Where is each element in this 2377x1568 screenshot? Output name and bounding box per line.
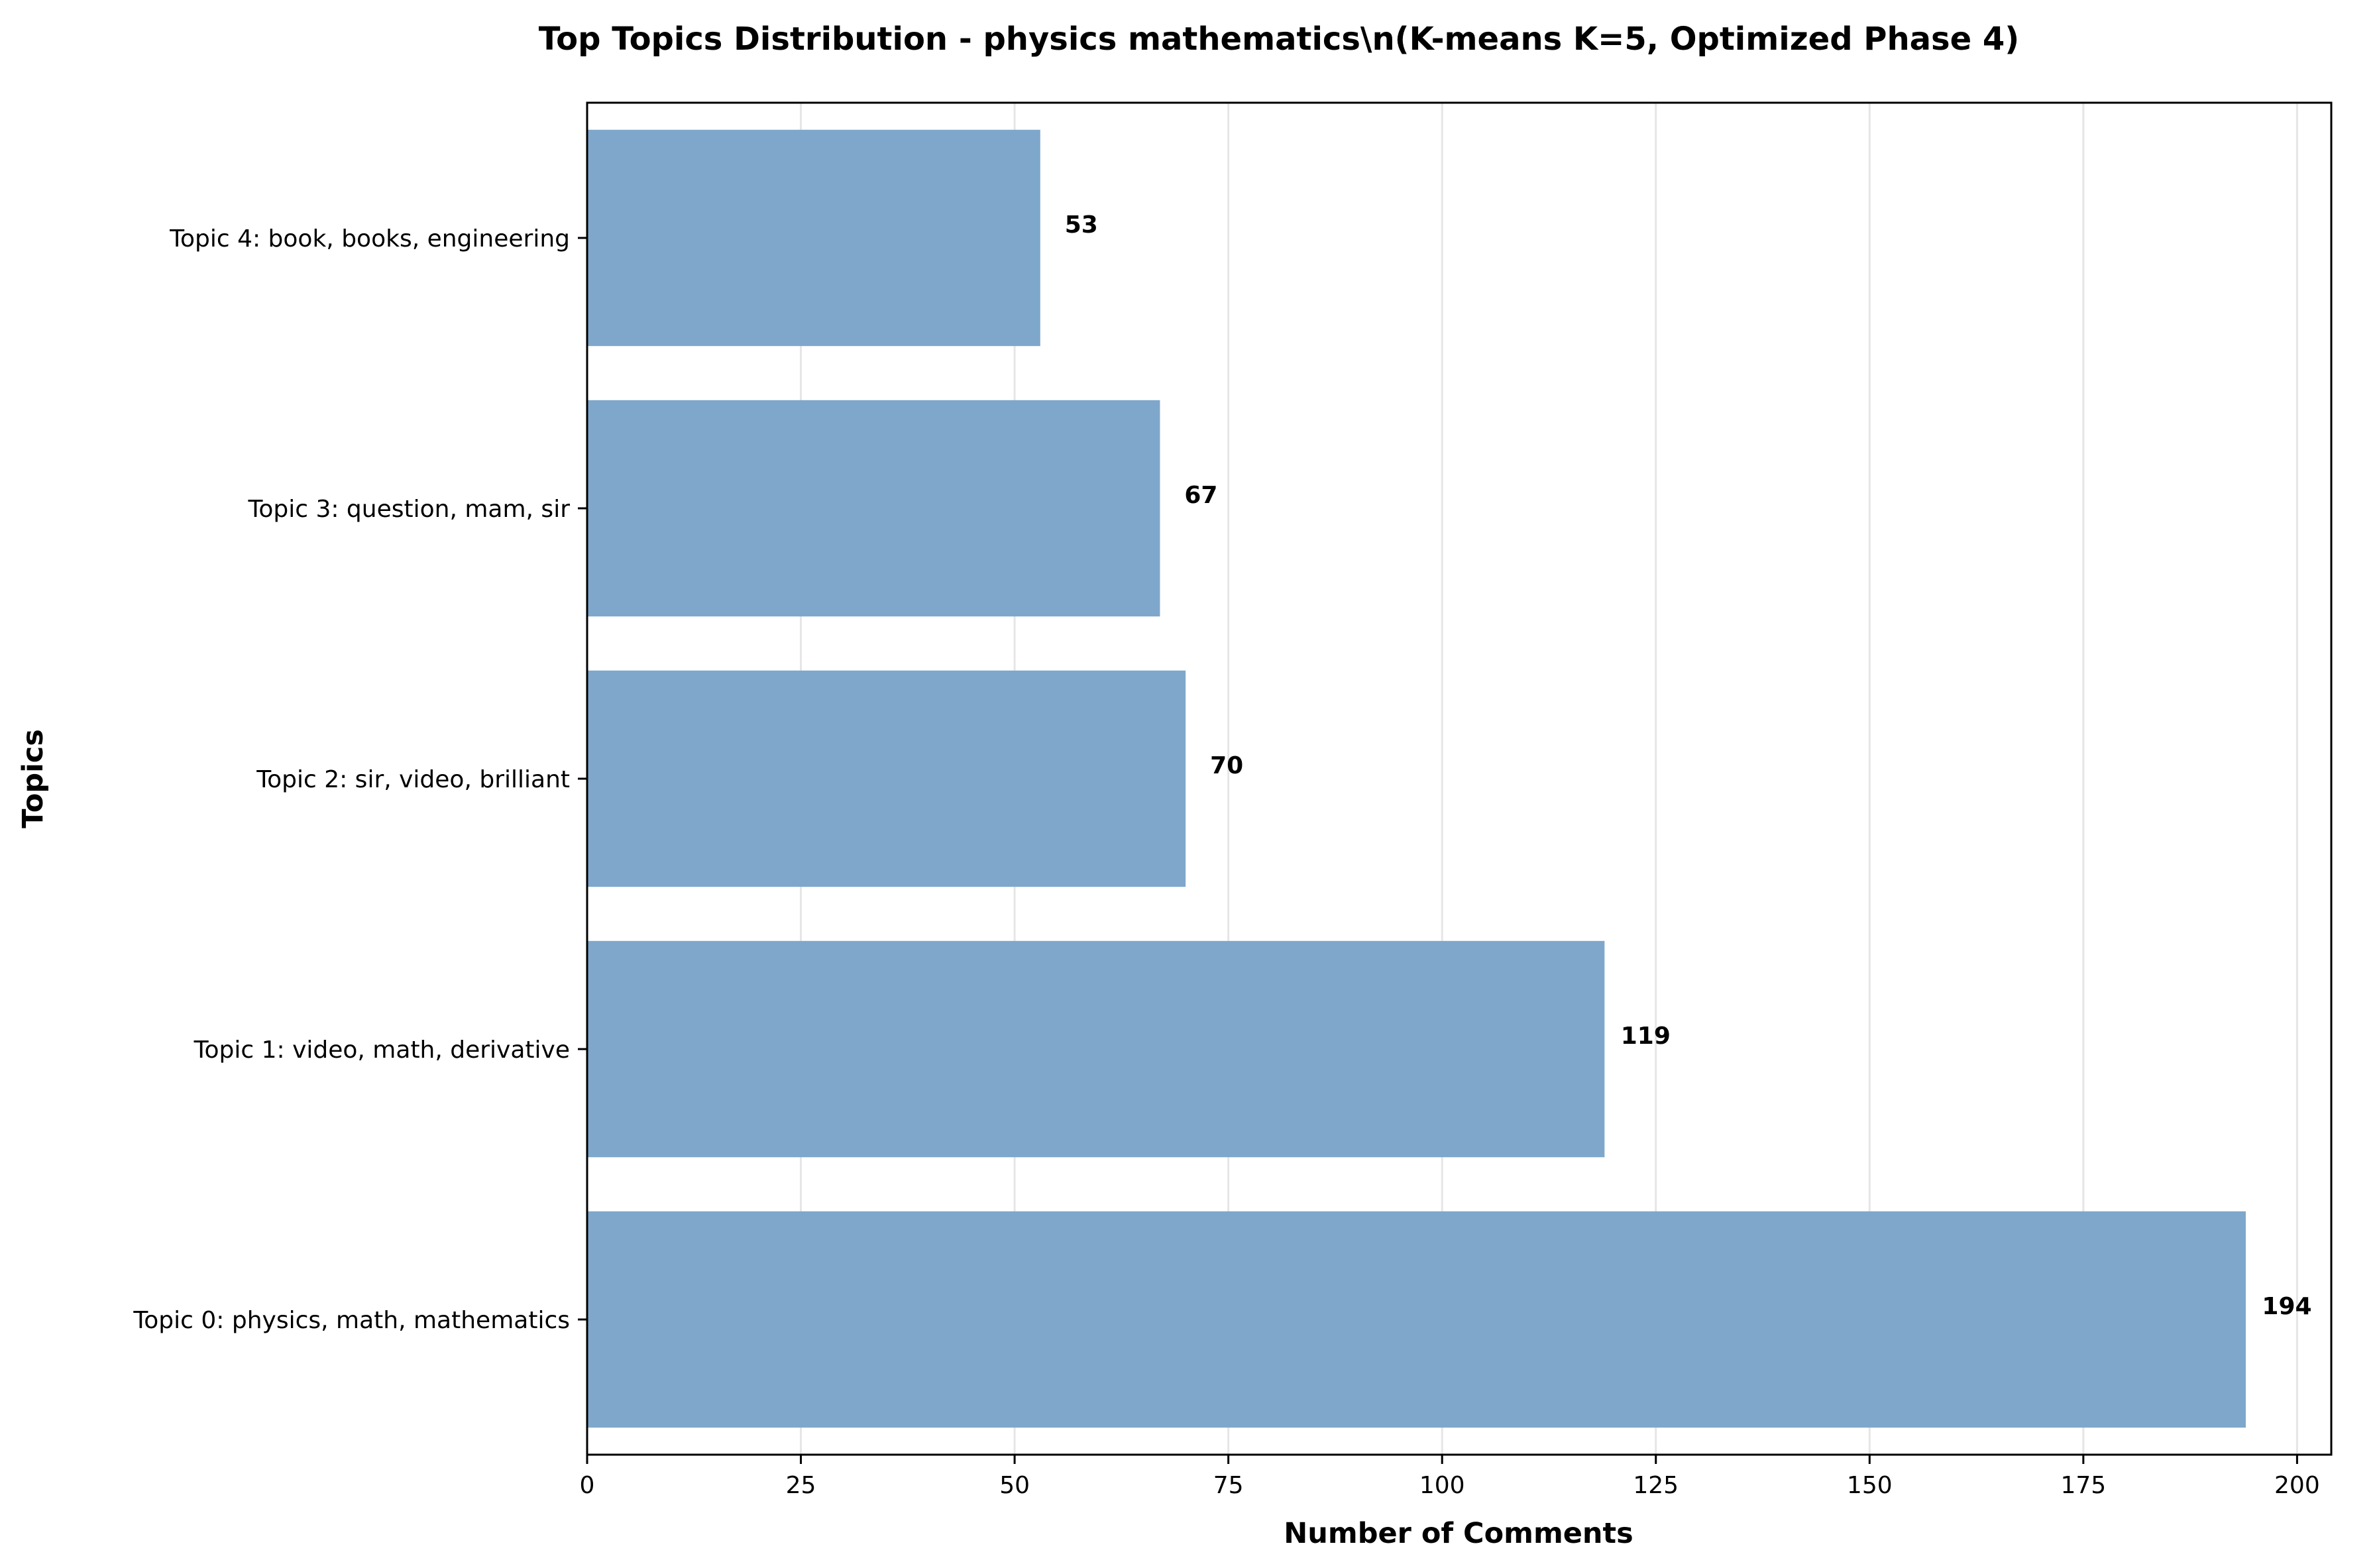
chart-title: Top Topics Distribution - physics mathem… bbox=[539, 21, 2019, 58]
x-tick-label: 50 bbox=[999, 1472, 1030, 1499]
y-tick-label: Topic 1: video, math, derivative bbox=[193, 1036, 570, 1064]
value-labels: 194 119 70 67 53 bbox=[1065, 211, 2312, 1320]
bar bbox=[587, 129, 1040, 347]
x-axis-ticks: 0 25 50 75 100 125 150 175 200 bbox=[580, 1455, 2320, 1499]
bar-value-label: 53 bbox=[1065, 211, 1098, 239]
x-tick-label: 25 bbox=[786, 1472, 816, 1499]
bar bbox=[587, 670, 1186, 887]
y-tick-label: Topic 2: sir, video, brilliant bbox=[256, 766, 570, 793]
x-tick-label: 75 bbox=[1213, 1472, 1244, 1499]
x-tick-label: 200 bbox=[2274, 1472, 2320, 1499]
bar bbox=[587, 940, 1605, 1158]
x-tick-label: 150 bbox=[1847, 1472, 1893, 1499]
bar bbox=[587, 1211, 2246, 1428]
y-tick-label: Topic 3: question, mam, sir bbox=[247, 496, 570, 523]
y-axis-ticks: Topic 0: physics, math, mathematics Topic… bbox=[133, 225, 587, 1334]
x-tick-label: 100 bbox=[1419, 1472, 1465, 1499]
x-tick-label: 0 bbox=[580, 1472, 595, 1499]
y-tick-label: Topic 0: physics, math, mathematics bbox=[133, 1307, 570, 1334]
x-tick-label: 125 bbox=[1633, 1472, 1679, 1499]
y-tick-label: Topic 4: book, books, engineering bbox=[169, 225, 570, 252]
bar-value-label: 70 bbox=[1210, 752, 1243, 779]
bar-value-label: 119 bbox=[1621, 1023, 1671, 1050]
x-tick-label: 175 bbox=[2060, 1472, 2106, 1499]
bars bbox=[587, 129, 2246, 1428]
bar-value-label: 194 bbox=[2262, 1293, 2311, 1320]
x-axis-label: Number of Comments bbox=[1284, 1517, 1633, 1550]
bar-value-label: 67 bbox=[1184, 482, 1217, 509]
y-axis-label: Topics bbox=[17, 729, 50, 828]
bar bbox=[587, 400, 1160, 617]
